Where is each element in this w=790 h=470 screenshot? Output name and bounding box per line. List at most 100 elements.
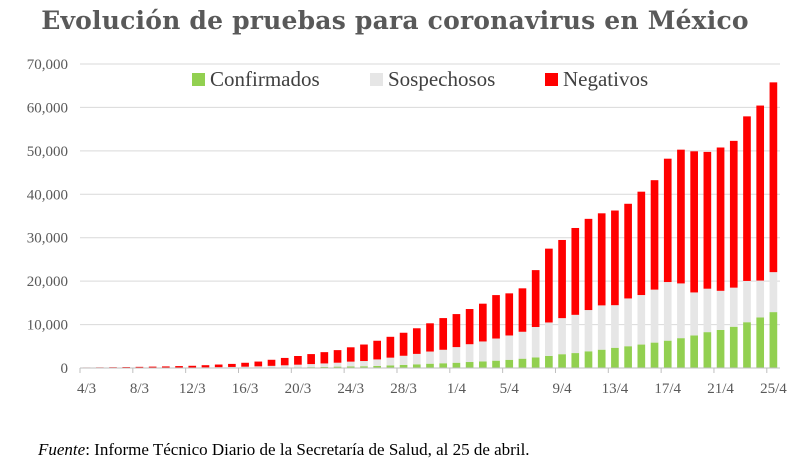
bar-negativos	[373, 340, 381, 360]
bar-negativos	[280, 357, 289, 366]
bar-confirmados	[465, 362, 474, 368]
x-tick-label: 21/4	[707, 381, 734, 397]
bar-sospechosos	[294, 364, 302, 368]
bar-sospechosos	[241, 366, 249, 368]
y-tick-label: 10,000	[27, 318, 68, 334]
bar-sospechosos	[518, 331, 527, 359]
bar-negativos	[175, 366, 183, 368]
bar-confirmados	[677, 338, 685, 368]
bar-confirmados	[518, 358, 527, 368]
bar-sospechosos	[465, 344, 474, 363]
bar-sospechosos	[663, 282, 672, 341]
bar-confirmados	[386, 365, 395, 368]
bar-negativos	[412, 328, 421, 354]
bar-negativos	[135, 366, 144, 368]
bar-negativos	[241, 362, 249, 367]
bar-negativos	[743, 116, 751, 281]
bar-sospechosos	[320, 363, 329, 367]
bar-negativos	[545, 248, 553, 323]
x-tick-label: 8/3	[130, 381, 149, 397]
bar-confirmados	[690, 335, 698, 368]
bar-negativos	[214, 364, 223, 368]
bar-negativos	[188, 365, 197, 368]
x-tick-label: 20/3	[285, 381, 312, 397]
bar-confirmados	[597, 349, 606, 368]
source-text: : Informe Técnico Diario de la Secretarí…	[85, 440, 530, 459]
bar-confirmados	[346, 366, 355, 368]
bar-confirmados	[729, 326, 738, 368]
bar-negativos	[333, 350, 342, 363]
bar-negativos	[518, 288, 527, 332]
bar-negativos	[756, 105, 765, 281]
y-tick-label: 70,000	[27, 57, 68, 73]
bar-negativos	[650, 180, 659, 290]
x-tick-label: 17/4	[654, 381, 681, 397]
bar-negativos	[769, 82, 778, 273]
bar-negativos	[162, 366, 170, 368]
bar-negativos	[584, 218, 593, 311]
bar-sospechosos	[492, 338, 500, 361]
bar-confirmados	[703, 332, 712, 368]
bar-confirmados	[637, 344, 646, 368]
legend-label-negativos: Negativos	[563, 67, 648, 91]
bar-confirmados	[769, 312, 778, 368]
bar-confirmados	[584, 351, 593, 368]
bar-confirmados	[439, 363, 448, 368]
bar-sospechosos	[307, 364, 315, 368]
bar-negativos	[254, 361, 263, 367]
bar-negativos	[267, 359, 276, 366]
bar-negativos	[624, 203, 632, 299]
bar-confirmados	[571, 353, 580, 368]
x-tick-label: 16/3	[232, 381, 259, 397]
bar-negativos	[637, 191, 646, 296]
y-tick-label: 40,000	[27, 187, 68, 203]
bar-negativos	[399, 332, 408, 356]
bar-confirmados	[452, 362, 461, 368]
bar-confirmados	[479, 361, 487, 368]
legend: Confirmados Sospechosos Negativos	[192, 67, 648, 91]
bar-sospechosos	[716, 290, 725, 330]
bar-sospechosos	[743, 280, 751, 323]
bar-confirmados	[505, 359, 514, 368]
x-tick-label: 12/3	[179, 381, 206, 397]
x-tick-label: 5/4	[500, 381, 520, 397]
bar-sospechosos	[769, 272, 778, 313]
y-tick-label: 50,000	[27, 144, 68, 160]
bar-negativos	[571, 227, 580, 315]
y-tick-label: 0	[61, 361, 69, 377]
bar-negativos	[729, 140, 738, 288]
bar-sospechosos	[597, 305, 606, 350]
bar-sospechosos	[637, 295, 646, 345]
bar-confirmados	[531, 357, 540, 368]
bar-negativos	[465, 309, 474, 345]
bar-sospechosos	[346, 361, 355, 367]
bar-sospechosos	[650, 289, 659, 343]
bar-sospechosos	[360, 361, 368, 367]
bar-sospechosos	[254, 366, 263, 368]
bar-confirmados	[320, 366, 329, 368]
bar-negativos	[611, 210, 619, 306]
x-tick-label: 4/3	[77, 381, 96, 397]
bar-negativos	[452, 314, 461, 348]
bar-sospechosos	[690, 292, 698, 336]
legend-label-sospechosos: Sospechosos	[388, 67, 495, 91]
bar-sospechosos	[280, 365, 289, 368]
y-tick-label: 60,000	[27, 100, 68, 116]
bar-confirmados	[492, 360, 500, 368]
bar-negativos	[677, 149, 685, 284]
bar-negativos	[386, 336, 395, 358]
bar-negativos	[663, 158, 672, 283]
legend-label-confirmados: Confirmados	[210, 67, 320, 91]
bar-sospechosos	[677, 283, 685, 339]
source-label: Fuente	[38, 440, 86, 459]
legend-swatch-confirmados	[192, 73, 205, 86]
bar-sospechosos	[756, 280, 765, 318]
bar-negativos	[690, 151, 698, 293]
bar-confirmados	[624, 346, 632, 368]
bar-sospechosos	[624, 298, 632, 347]
bar-confirmados	[373, 365, 381, 368]
bar-sospechosos	[531, 327, 540, 358]
axes: 0 10,000 20,000 30,000 40,000 50,000 60,000 70,…	[27, 57, 787, 397]
bar-negativos	[320, 352, 329, 364]
